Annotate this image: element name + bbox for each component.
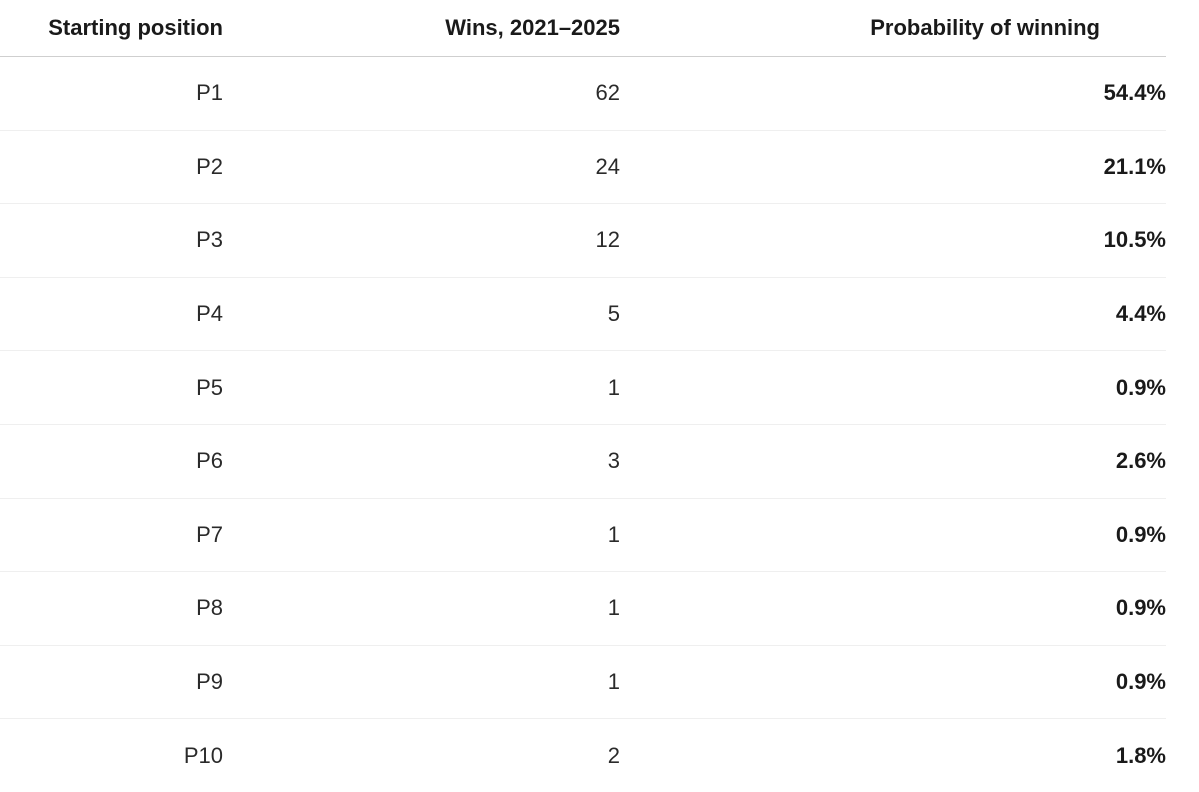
cell-probability: 54.4%: [620, 56, 1166, 131]
table-row: P4 5 4.4%: [0, 277, 1166, 352]
cell-wins: 24: [223, 130, 620, 205]
cell-position: P3: [0, 203, 223, 278]
cell-position: P4: [0, 277, 223, 352]
cell-wins: 5: [223, 277, 620, 352]
cell-wins: 1: [223, 350, 620, 425]
table-row: P8 1 0.9%: [0, 571, 1166, 646]
cell-position: P2: [0, 130, 223, 205]
cell-probability: 21.1%: [620, 130, 1166, 205]
cell-position: P7: [0, 498, 223, 573]
cell-position: P9: [0, 645, 223, 720]
table-row: P3 12 10.5%: [0, 203, 1166, 278]
table-row: P7 1 0.9%: [0, 498, 1166, 573]
cell-probability: 0.9%: [620, 645, 1166, 720]
cell-wins: 3: [223, 424, 620, 499]
cell-wins: 1: [223, 645, 620, 720]
table-row: P1 62 54.4%: [0, 56, 1166, 131]
cell-wins: 1: [223, 571, 620, 646]
table-row: P9 1 0.9%: [0, 645, 1166, 720]
header-row: Starting position Wins, 2021–2025 Probab…: [0, 0, 1166, 57]
cell-probability: 2.6%: [620, 424, 1166, 499]
cell-wins: 12: [223, 203, 620, 278]
win-probability-table: Starting position Wins, 2021–2025 Probab…: [0, 0, 1166, 792]
table-row: P5 1 0.9%: [0, 350, 1166, 425]
column-header-probability: Probability of winning: [620, 0, 1166, 57]
cell-probability: 0.9%: [620, 350, 1166, 425]
cell-wins: 1: [223, 498, 620, 573]
cell-position: P5: [0, 350, 223, 425]
cell-probability: 1.8%: [1115, 742, 1166, 768]
table-body: P1 62 54.4% P2 24 21.1% P3 12 10.5% P4 5…: [0, 56, 1166, 792]
cell-position: P1: [0, 56, 223, 131]
column-header-starting-position: Starting position: [0, 0, 223, 57]
cell-probability: 0.9%: [620, 498, 1166, 573]
column-header-wins: Wins, 2021–2025: [223, 0, 620, 57]
cell-position: P8: [0, 571, 223, 646]
cell-probability: 0.9%: [620, 571, 1166, 646]
win-probability-table-container: Starting position Wins, 2021–2025 Probab…: [0, 0, 1166, 792]
cell-position: P10: [183, 742, 223, 768]
table-row: P2 24 21.1%: [0, 130, 1166, 205]
cell-probability: 4.4%: [620, 277, 1166, 352]
cell-wins: 2: [607, 742, 620, 768]
table-row: P10 2 1.8%: [0, 719, 1166, 792]
table-header: Starting position Wins, 2021–2025 Probab…: [0, 0, 1166, 57]
cell-wins: 62: [223, 56, 620, 131]
table-row: P6 3 2.6%: [0, 424, 1166, 499]
cell-position: P6: [0, 424, 223, 499]
cell-probability: 10.5%: [620, 203, 1166, 278]
